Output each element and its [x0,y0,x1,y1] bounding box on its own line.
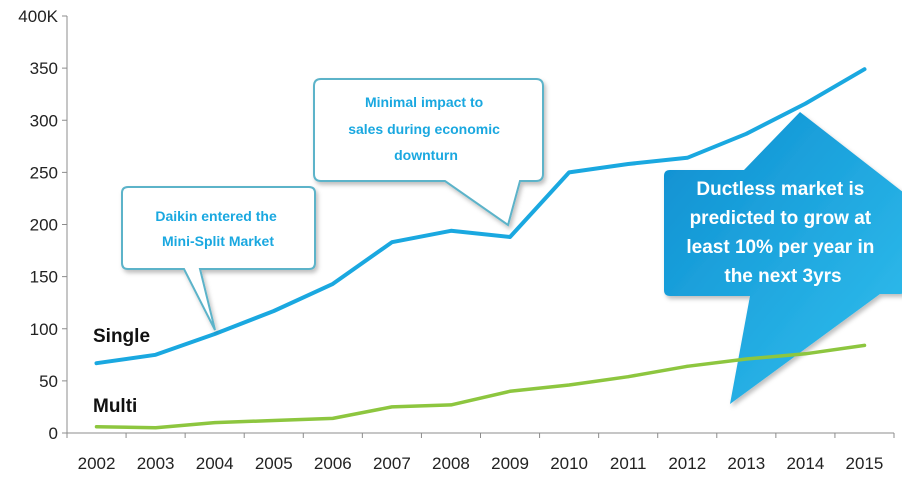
svg-text:Ductless market is predi: Ductless market is predicted to grow at … [686,179,879,287]
y-tick-label: 400K [18,7,58,26]
data-point-multi [95,425,99,429]
y-tick-label: 300 [30,111,58,130]
callout-text-line: sales during economic [348,121,500,137]
x-tick-label: 2015 [846,454,884,473]
y-tick-label: 250 [30,163,58,182]
x-tick-label: 2005 [255,454,293,473]
callout-text-line: Minimal impact to [365,94,483,110]
series-lines [94,67,867,430]
data-point-multi [154,426,158,430]
data-point-multi [449,403,453,407]
data-point-single [449,229,453,233]
x-tick-label: 2012 [668,454,706,473]
data-point-multi [803,352,807,356]
x-tick-label: 2007 [373,454,411,473]
data-point-multi [213,421,217,425]
daikin-entry-callout: Daikin entered the Mini-Split Market [121,186,316,331]
data-point-single [95,361,99,365]
data-point-multi [626,375,630,379]
data-point-multi [567,383,571,387]
series-line-single [94,67,867,366]
data-point-multi [862,343,866,347]
data-point-single [272,309,276,313]
data-point-single [508,235,512,239]
data-point-multi [390,405,394,409]
x-tick-label: 2008 [432,454,470,473]
x-tick-label: 2004 [196,454,234,473]
y-tick-label: 200 [30,216,58,235]
ductless-forecast-callout: Ductless market is predicted to grow at … [664,112,902,404]
forecast-text-line: the next 3yrs [724,266,841,287]
callout-text-line: downturn [394,147,458,163]
data-point-multi [272,418,276,422]
forecast-text-line: least 10% per year in [686,237,874,258]
svg-text:Daikin entered the Mini-: Daikin entered the Mini-Split Market [155,208,280,249]
data-point-single [744,132,748,136]
data-point-multi [508,389,512,393]
forecast-arrow-icon [664,112,902,404]
x-tick-label: 2002 [78,454,116,473]
forecast-text-line: Ductless market is [696,179,864,200]
y-tick-label: 0 [49,424,58,443]
x-tick-label: 2003 [137,454,175,473]
x-tick-label: 2011 [610,454,647,473]
callout-text-line: Daikin entered the [155,208,277,224]
data-point-multi [744,357,748,361]
data-point-single [803,102,807,106]
y-ticks: 0 50 100 150 200 250 300 350 400K [18,7,67,443]
x-tick-label: 2013 [727,454,765,473]
y-tick-label: 150 [30,268,58,287]
data-point-single [213,332,217,336]
data-point-multi [331,416,335,420]
downturn-impact-callout: Minimal impact to sales during economic … [313,78,544,227]
callout-text-line: Mini-Split Market [162,233,274,249]
x-tick-label: 2010 [550,454,588,473]
series-label-single: Single [93,326,150,347]
callout-bubble [313,78,544,227]
x-tick-label: 2014 [786,454,824,473]
y-tick-label: 350 [30,59,58,78]
x-tick-label: 2006 [314,454,352,473]
series-line-multi [94,343,867,430]
data-point-single [567,170,571,174]
data-point-single [331,282,335,286]
data-point-multi [685,364,689,368]
x-tick-label: 2009 [491,454,529,473]
data-point-single [390,240,394,244]
svg-text:Minimal impact to sales: Minimal impact to sales during economic … [348,94,504,163]
series-label-multi: Multi [93,396,137,417]
y-tick-label: 50 [39,372,58,391]
forecast-text-line: predicted to grow at [690,208,872,229]
data-point-single [862,67,866,71]
callout-bubble [121,186,316,331]
x-ticks: 2002 2003 2004 2005 2006 2007 2008 2009 2010 2011… [66,433,895,473]
y-tick-label: 100 [30,320,58,339]
data-point-single [154,353,158,357]
data-point-single [685,156,689,160]
data-point-single [626,162,630,166]
